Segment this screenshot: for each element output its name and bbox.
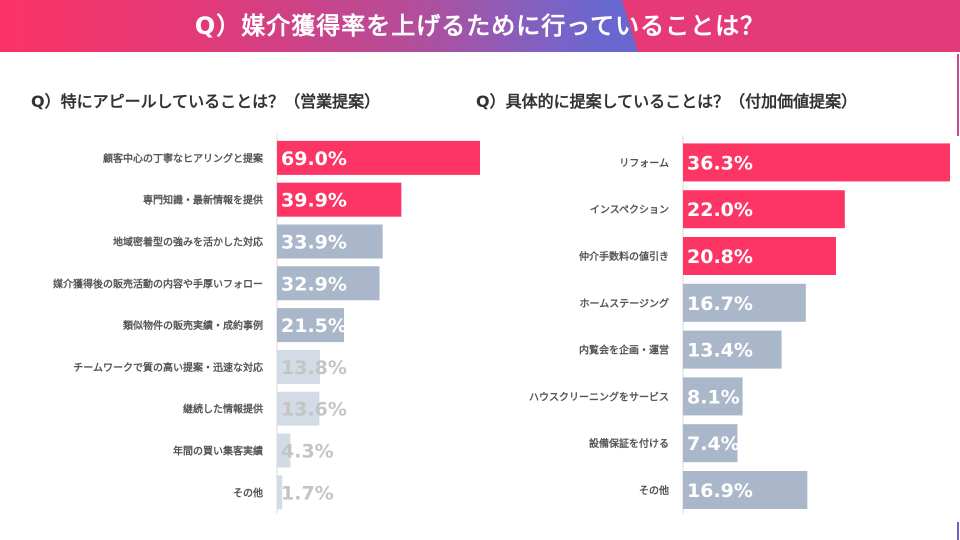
bar-row: 専門知識・最新情報を提供 39.9% bbox=[143, 182, 402, 217]
bar bbox=[277, 475, 283, 510]
header-diagonal-accent bbox=[622, 0, 960, 52]
value-label: 22.0% bbox=[687, 199, 753, 221]
category-label: 年間の買い集客実績 bbox=[173, 445, 263, 458]
category-label: 継続した情報提供 bbox=[183, 403, 263, 416]
value-label: 4.3% bbox=[281, 441, 334, 463]
bar-row: 年間の買い集客実績 4.3% bbox=[173, 433, 334, 468]
bar bbox=[683, 424, 738, 463]
value-label: 7.4% bbox=[687, 433, 740, 455]
bar-row: リフォーム 36.3% bbox=[619, 143, 950, 182]
bar-row: 地域密着型の強みを活かした対応 33.9% bbox=[113, 224, 383, 259]
bar-row: 顧客中心の丁寧なヒアリングと提案 69.0% bbox=[103, 140, 480, 175]
right-edge-bottom-accent-line bbox=[957, 522, 959, 540]
bar bbox=[683, 330, 782, 369]
category-label: ハウスクリーニングをサービス bbox=[529, 390, 669, 403]
category-label: 地域密着型の強みを活かした対応 bbox=[113, 236, 263, 249]
header-banner: Q）媒介獲得率を上げるために行っていることは？ bbox=[0, 0, 960, 52]
value-label: 16.9% bbox=[687, 480, 753, 502]
left-chart-title: Q）特にアピールしていることは？（営業提案） bbox=[31, 92, 381, 111]
bar bbox=[683, 283, 806, 322]
value-label: 32.9% bbox=[281, 273, 347, 295]
left-bar-chart: 顧客中心の丁寧なヒアリングと提案 69.0% 専門知識・最新情報を提供 39.9% 地域… bbox=[52, 133, 480, 514]
value-label: 13.4% bbox=[687, 340, 753, 362]
bar bbox=[683, 190, 845, 229]
category-label: 仲介手数料の値引き bbox=[579, 250, 669, 263]
category-label: ホームステージング bbox=[580, 297, 670, 310]
bar-row: インスペクション 22.0% bbox=[590, 190, 845, 229]
bar-row: 仲介手数料の値引き 20.8% bbox=[579, 237, 836, 275]
category-label: リフォーム bbox=[619, 157, 669, 169]
category-label: その他 bbox=[233, 486, 263, 499]
bar bbox=[277, 266, 380, 301]
bar bbox=[277, 140, 480, 175]
bar bbox=[277, 182, 402, 217]
category-label: 設備保証を付ける bbox=[589, 437, 669, 450]
bar-row: ホームステージング 16.7% bbox=[580, 283, 806, 322]
value-label: 20.8% bbox=[687, 246, 753, 268]
value-label: 16.7% bbox=[687, 293, 753, 315]
value-label: 13.6% bbox=[281, 399, 347, 421]
bar bbox=[683, 377, 743, 416]
right-edge-accent-line bbox=[957, 54, 959, 136]
bar bbox=[277, 391, 320, 426]
bar-row: 内覧会を企画・運営 13.4% bbox=[579, 330, 782, 369]
category-label: 専門知識・最新情報を提供 bbox=[143, 194, 263, 207]
right-chart-title: Q）具体的に提案していることは？（付加価値提案） bbox=[476, 92, 858, 111]
bar bbox=[277, 433, 291, 468]
category-label: インスペクション bbox=[590, 204, 669, 216]
bar-row: 設備保証を付ける 7.4% bbox=[589, 424, 740, 463]
value-label: 69.0% bbox=[281, 148, 347, 170]
bar-row: 媒介獲得後の販売活動の内容や手厚いフォロー 32.9% bbox=[52, 266, 380, 301]
bar-row: その他 1.7% bbox=[233, 475, 334, 510]
page-title: Q）媒介獲得率を上げるために行っていることは？ bbox=[194, 12, 766, 40]
bar bbox=[277, 349, 320, 384]
category-label: その他 bbox=[639, 484, 669, 497]
value-label: 8.1% bbox=[687, 386, 740, 408]
bar bbox=[683, 471, 808, 509]
bar bbox=[277, 224, 383, 259]
category-label: 媒介獲得後の販売活動の内容や手厚いフォロー bbox=[52, 277, 263, 290]
bar-row: チームワークで質の高い提案・迅速な対応 13.8% bbox=[73, 349, 347, 384]
bar-row: 類似物件の販売実績・成約事例 21.5% bbox=[122, 308, 347, 343]
bar-row: その他 16.9% bbox=[639, 471, 808, 509]
bar-row: ハウスクリーニングをサービス 8.1% bbox=[529, 377, 743, 416]
value-label: 39.9% bbox=[281, 190, 347, 212]
bar bbox=[683, 237, 836, 275]
value-label: 13.8% bbox=[281, 357, 347, 379]
value-label: 21.5% bbox=[281, 315, 347, 337]
value-label: 36.3% bbox=[687, 152, 753, 174]
value-label: 1.7% bbox=[281, 482, 334, 504]
category-label: 内覧会を企画・運営 bbox=[579, 344, 669, 357]
bar-row: 継続した情報提供 13.6% bbox=[183, 391, 347, 426]
bar bbox=[683, 143, 950, 182]
category-label: チームワークで質の高い提案・迅速な対応 bbox=[73, 361, 263, 374]
category-label: 類似物件の販売実績・成約事例 bbox=[122, 319, 263, 332]
category-label: 顧客中心の丁寧なヒアリングと提案 bbox=[103, 152, 264, 165]
bar bbox=[277, 308, 344, 343]
value-label: 33.9% bbox=[281, 232, 347, 254]
